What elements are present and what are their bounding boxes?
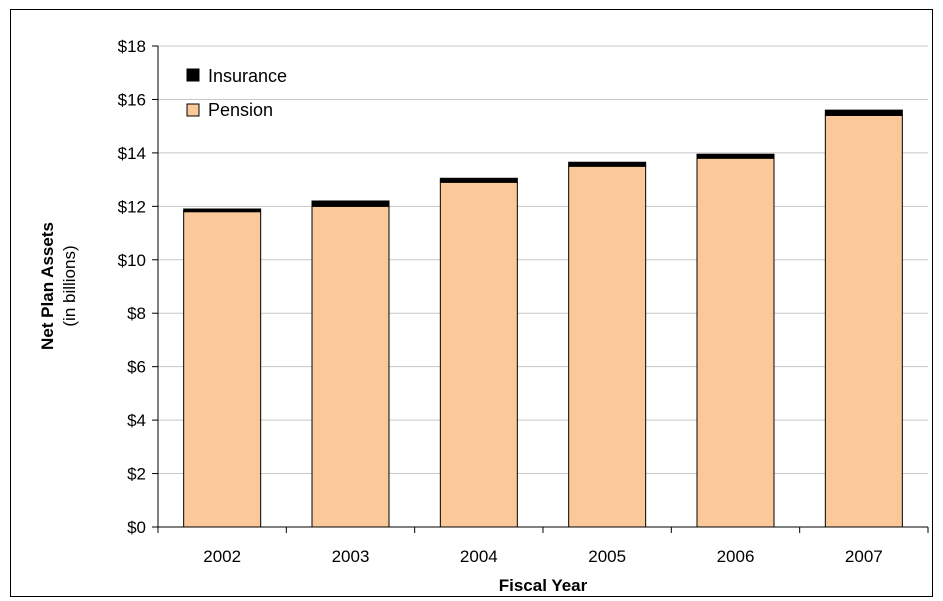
axes [157, 46, 928, 528]
bar-pension-2005 [568, 165, 647, 528]
bar-pension-2006 [696, 157, 775, 528]
x-tick-label: 2004 [460, 547, 498, 566]
y-axis-title: Net Plan Assets [38, 222, 57, 350]
x-tick-label: 2007 [845, 547, 883, 566]
legend-swatch-insurance [186, 68, 200, 82]
y-tick-label: $14 [118, 144, 146, 163]
y-tick-label: $0 [127, 518, 146, 537]
y-tick-label: $12 [118, 197, 146, 216]
bars [183, 109, 903, 528]
bar-insurance-2003 [311, 200, 390, 207]
legend: Insurance Pension [186, 66, 287, 120]
bar-pension-2004 [439, 181, 518, 528]
bar-pension-2003 [311, 205, 390, 528]
y-tick-label: $6 [127, 358, 146, 377]
x-tick-label: 2003 [332, 547, 370, 566]
bar-pension-2007 [824, 114, 903, 528]
y-tick-label: $16 [118, 90, 146, 109]
x-tick-label: 2002 [203, 547, 241, 566]
x-axis-title: Fiscal Year [499, 576, 588, 595]
bar-insurance-2007 [824, 109, 903, 116]
y-axis-title-group: Net Plan Assets (in billions) [38, 222, 79, 350]
legend-swatch-pension [186, 103, 200, 117]
y-tick-label: $18 [118, 37, 146, 56]
y-tick-label: $10 [118, 251, 146, 270]
y-tick-label: $8 [127, 304, 146, 323]
legend-label-insurance: Insurance [208, 66, 287, 86]
y-tick-labels: $0 $2 $4 $6 $8 $10 $12 $14 $16 $18 [118, 37, 158, 537]
x-tick-label: 2006 [717, 547, 755, 566]
y-tick-label: $4 [127, 411, 146, 430]
legend-label-pension: Pension [208, 100, 273, 120]
gridlines [158, 45, 928, 475]
y-axis-subtitle: (in billions) [60, 245, 79, 326]
bar-insurance-2004 [439, 177, 518, 183]
x-tick-label: 2005 [588, 547, 626, 566]
x-tick-labels: 2002 2003 2004 2005 2006 2007 [157, 527, 929, 566]
bar-insurance-2002 [183, 208, 262, 213]
y-tick-label: $2 [127, 465, 146, 484]
bar-pension-2002 [183, 211, 262, 528]
bar-insurance-2006 [696, 153, 775, 159]
bar-insurance-2005 [568, 161, 647, 167]
